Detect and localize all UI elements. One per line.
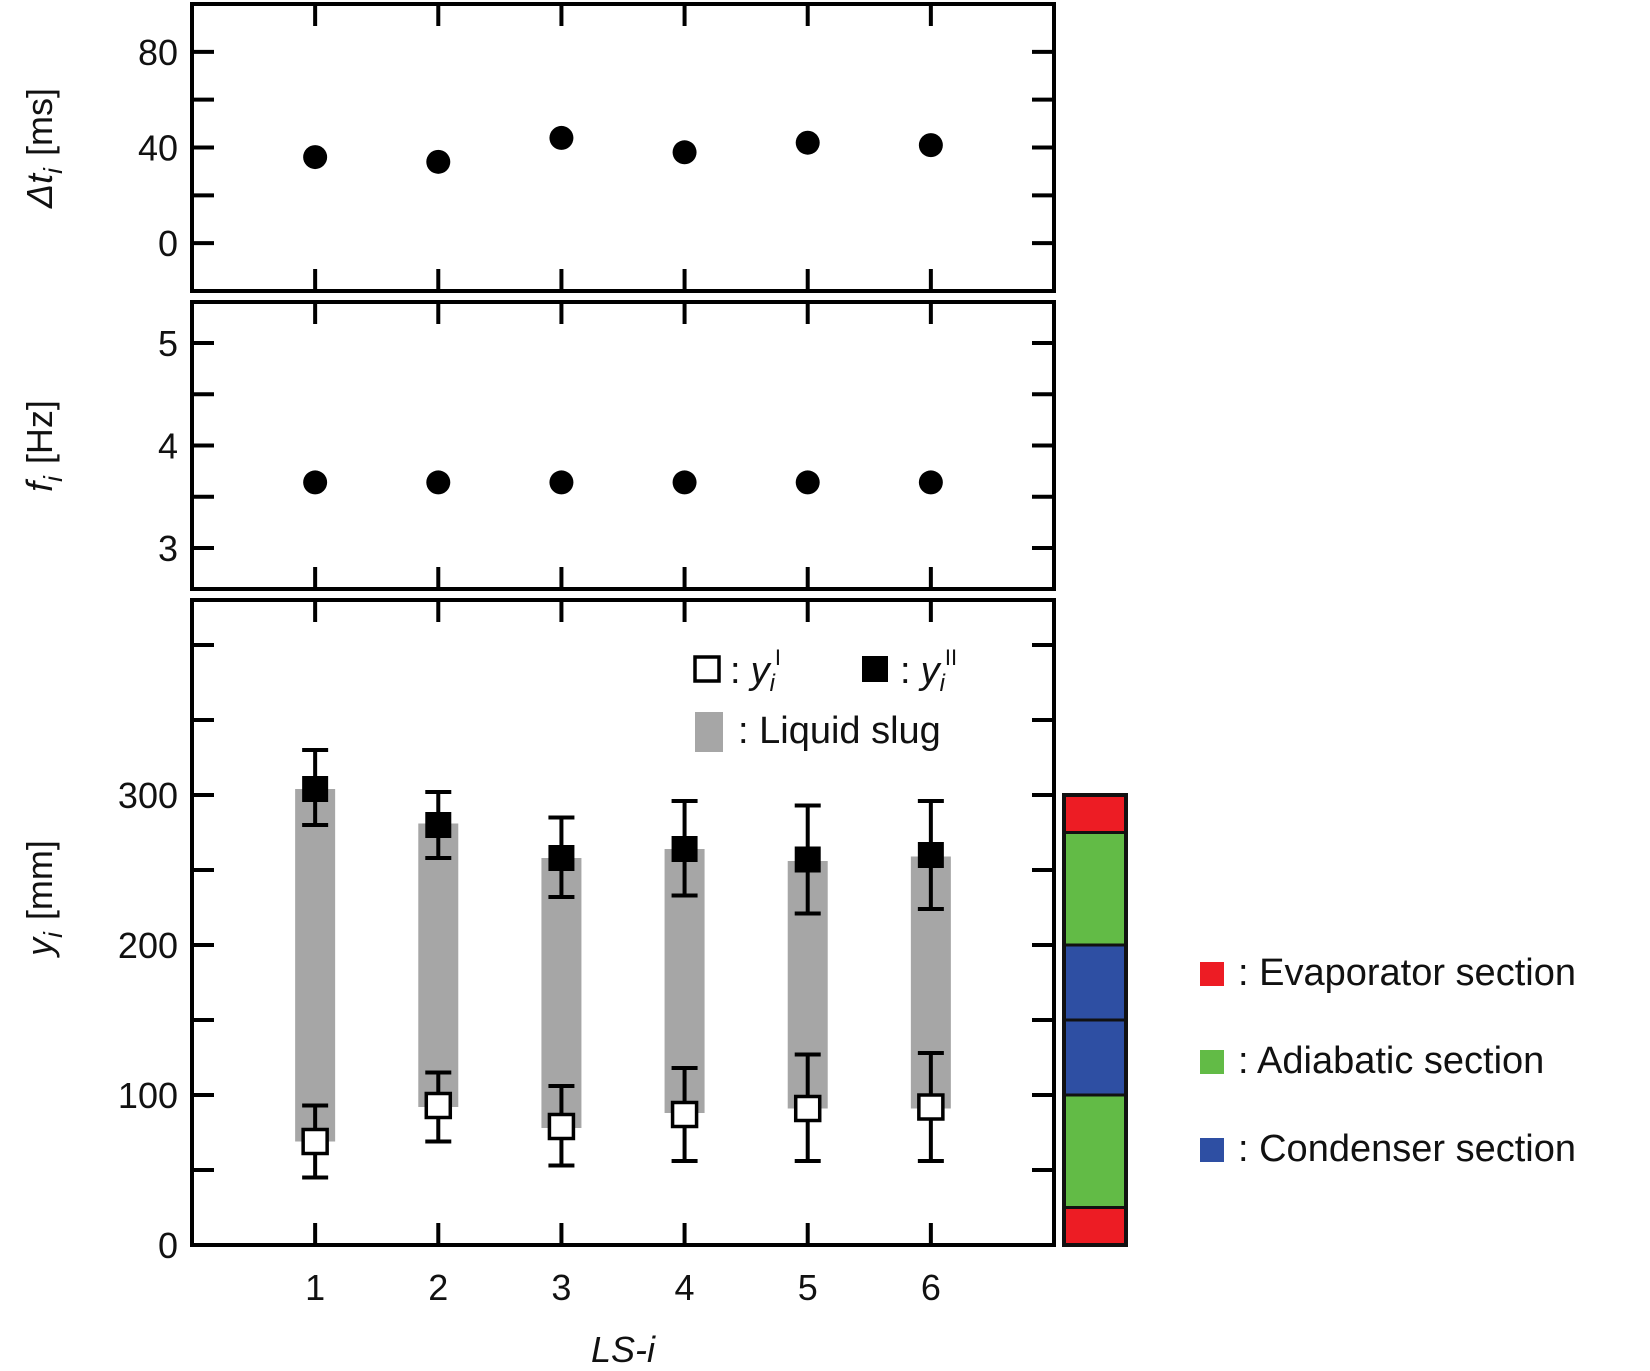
y1-marker (424, 1091, 453, 1120)
legend-y1-colon: : (730, 650, 741, 692)
legend-filled-square-icon (862, 656, 888, 682)
evaporator-segment (1062, 1206, 1128, 1247)
x-tick-label: 2 (428, 1267, 448, 1308)
legend-y1-superscript: I (775, 645, 781, 670)
position-legend: : yiI : yiII : Liquid slug (693, 645, 957, 752)
y1-marker (670, 1100, 699, 1129)
position-ytick-label: 200 (118, 925, 178, 966)
delta-t-ytick-label: 40 (138, 128, 178, 169)
delta-t-ytick-label: 80 (138, 32, 178, 73)
delta-t-axis-label: Δti [ms] (19, 88, 68, 209)
frequency-ytick-label: 4 (158, 426, 178, 467)
evaporator-legend-label: : Evaporator section (1238, 952, 1576, 994)
evaporator-swatch-icon (1200, 962, 1224, 986)
y1-marker (301, 1127, 329, 1156)
position-markers (301, 776, 945, 1156)
position-ticks: 0 100 200 300 1 2 3 4 5 6 (118, 600, 1054, 1308)
error-bars (302, 748, 944, 1180)
liquid-slug-band (418, 823, 459, 1107)
position-ytick-label: 0 (158, 1225, 178, 1266)
legend-y1-symbol: y (748, 650, 772, 692)
frequency-plot-frame (190, 300, 1056, 591)
section-bar (1062, 793, 1128, 1247)
delta-t-point (672, 140, 697, 165)
legend-y2-subscript: i (940, 670, 946, 697)
delta-t-subscript: i (38, 167, 68, 174)
frequency-points (303, 470, 943, 495)
frequency-point (795, 470, 820, 495)
position-symbol: y (19, 936, 60, 959)
y2-marker (425, 812, 452, 838)
position-plot-frame (190, 598, 1056, 1247)
frequency-subscript: i (38, 475, 68, 482)
legend-y2-symbol: y (918, 650, 942, 692)
x-tick-label: 6 (921, 1267, 941, 1308)
frequency-point (303, 470, 328, 495)
adiabatic-segment (1062, 831, 1128, 947)
frequency-point (549, 470, 574, 495)
adiabatic-segment (1062, 1093, 1128, 1209)
condenser-segment (1062, 1018, 1128, 1097)
position-ytick-label: 100 (118, 1075, 178, 1116)
y2-marker (671, 836, 698, 862)
position-ytick-label: 300 (118, 775, 178, 816)
y1-marker (917, 1093, 945, 1121)
delta-t-panel: 0 40 80 Δti [ms] (19, 2, 1056, 293)
frequency-y-ticks: 3 4 5 (158, 302, 1054, 589)
delta-t-point (303, 145, 328, 170)
frequency-point (426, 470, 451, 495)
frequency-point (672, 470, 697, 495)
x-tick-label: 3 (551, 1267, 571, 1308)
delta-t-point (426, 149, 451, 174)
frequency-point (918, 470, 943, 495)
legend-y2: : yiII (900, 645, 957, 697)
delta-t-ytick-label: 0 (158, 223, 178, 264)
position-axis-label: yi [mm] (19, 840, 68, 959)
evaporator-segment (1062, 793, 1128, 834)
frequency-unit: [Hz] (19, 400, 60, 464)
legend-open-square-icon (693, 655, 721, 683)
legend-slug-swatch-icon (695, 712, 723, 752)
delta-t-symbol: Δt (19, 172, 60, 209)
y2-marker (548, 845, 575, 871)
x-axis-label: LS-i (591, 1329, 656, 1370)
delta-t-y-ticks: 0 40 80 (138, 4, 1054, 291)
delta-t-unit: [ms] (19, 88, 60, 156)
legend-y2-colon: : (900, 650, 911, 692)
condenser-segment (1062, 943, 1128, 1022)
y1-marker (547, 1112, 576, 1141)
condenser-swatch-icon (1200, 1138, 1224, 1162)
section-bar-frame (1062, 793, 1128, 1247)
liquid-slug-band (295, 789, 336, 1142)
position-subscript: i (38, 931, 68, 938)
x-tick-label: 1 (305, 1267, 325, 1308)
condenser-legend-label: : Condenser section (1238, 1128, 1576, 1170)
section-legend: : Evaporator section : Adiabatic section:… (1200, 952, 1576, 1170)
legend-y2-superscript: II (945, 645, 957, 670)
legend-slug-label: : Liquid slug (738, 710, 941, 752)
legend-y1-subscript: i (770, 670, 776, 697)
frequency-panel: 345 fi[Hz] (19, 300, 1056, 591)
y2-marker (794, 846, 821, 873)
adiabatic-legend-label: : Adiabatic section (1238, 1040, 1544, 1082)
x-tick-label: 4 (675, 1267, 695, 1308)
liquid-slug-bands (295, 789, 951, 1142)
delta-t-point (549, 125, 574, 150)
delta-t-points (303, 125, 943, 174)
y2-marker (302, 776, 329, 802)
liquid-slug-band (541, 858, 582, 1128)
frequency-axis-label: fi[Hz] (19, 400, 68, 492)
frequency-ytick-label: 5 (158, 323, 178, 364)
legend-y1: : yiI (730, 645, 781, 697)
x-tick-label: 5 (798, 1267, 818, 1308)
delta-t-point (795, 130, 820, 155)
delta-t-point (918, 133, 943, 158)
position-unit: [mm] (19, 840, 60, 920)
adiabatic-swatch-icon (1200, 1050, 1224, 1074)
y1-marker (793, 1094, 822, 1123)
frequency-ytick-label: 3 (158, 528, 178, 569)
y2-marker (917, 842, 944, 868)
